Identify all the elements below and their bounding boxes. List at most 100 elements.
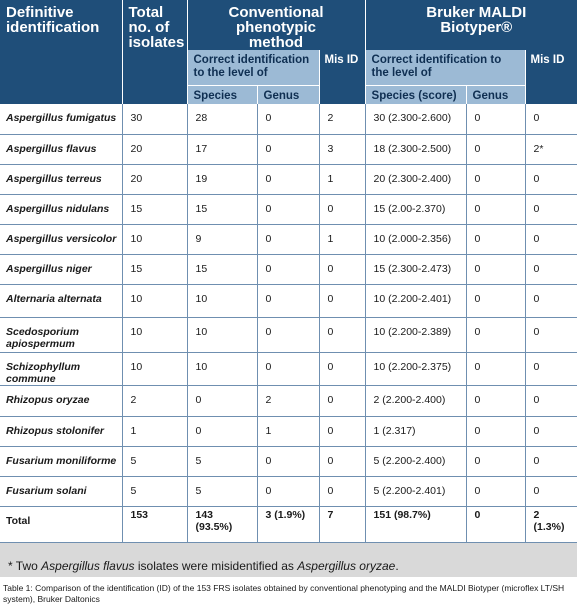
cell-bruker-misid: 0 — [525, 164, 577, 195]
cell-bruker-genus: 0 — [466, 317, 526, 353]
cell-bruker-genus: 0 — [466, 164, 526, 195]
cell-conv-species: 10 — [187, 284, 258, 318]
cell-bruker-genus: 0 — [466, 254, 526, 285]
cell-total-isolates: 20 — [122, 164, 188, 195]
cell-conv-misid: 0 — [319, 476, 366, 507]
cell-total-isolates: 10 — [122, 284, 188, 318]
total-row: Total 153 143 (93.5%) 3 (1.9%) 7 151 (98… — [0, 506, 577, 543]
total-isolates: 153 — [122, 506, 188, 543]
cell-conv-genus: 2 — [257, 385, 320, 417]
cell-total-isolates: 10 — [122, 224, 188, 255]
cell-species-name: Fusarium moniliforme — [0, 446, 123, 477]
cell-conv-genus: 0 — [257, 476, 320, 507]
header-conv-species: Species — [187, 85, 258, 104]
header-conventional-method: Conventional phenotypic method — [187, 0, 366, 50]
identification-table: Definitive identification Total no. of i… — [0, 0, 577, 543]
cell-bruker-species: 10 (2.200-2.401) — [365, 284, 467, 318]
cell-total-isolates: 15 — [122, 254, 188, 285]
cell-conv-species: 17 — [187, 134, 258, 165]
cell-conv-misid: 1 — [319, 224, 366, 255]
table-footnote: * Two Aspergillus flavus isolates were m… — [0, 542, 577, 577]
cell-conv-genus: 0 — [257, 352, 320, 386]
cell-bruker-genus: 0 — [466, 224, 526, 255]
cell-total-isolates: 5 — [122, 476, 188, 507]
cell-bruker-genus: 0 — [466, 385, 526, 417]
table-row: Aspergillus terreus 20 19 0 1 20 (2.300-2.400… — [0, 164, 577, 195]
cell-conv-misid: 0 — [319, 317, 366, 353]
cell-species-name: Scedosporium apiospermum — [0, 317, 123, 353]
cell-conv-genus: 0 — [257, 446, 320, 477]
cell-bruker-genus: 0 — [466, 194, 526, 225]
cell-bruker-misid: 0 — [525, 446, 577, 477]
footnote-text-3: . — [395, 558, 399, 573]
cell-bruker-genus: 0 — [466, 416, 526, 447]
header-bruker-misid: Mis ID — [525, 50, 577, 104]
table-row: Fusarium solani 5 5 0 0 5 (2.200-2.401) 0 0 — [0, 476, 577, 507]
cell-species-name: Alternaria alternata — [0, 284, 123, 318]
cell-bruker-species: 5 (2.200-2.401) — [365, 476, 467, 507]
cell-conv-genus: 0 — [257, 104, 320, 135]
table-row: Aspergillus versicolor 10 9 0 1 10 (2.000-2.3… — [0, 224, 577, 255]
header-bruker-genus: Genus — [466, 85, 526, 104]
cell-conv-misid: 1 — [319, 164, 366, 195]
cell-species-name: Fusarium solani — [0, 476, 123, 507]
cell-bruker-species: 10 (2.000-2.356) — [365, 224, 467, 255]
cell-species-name: Aspergillus nidulans — [0, 194, 123, 225]
cell-bruker-species: 20 (2.300-2.400) — [365, 164, 467, 195]
table-row: Aspergillus nidulans 15 15 0 0 15 (2.00-2.370… — [0, 194, 577, 225]
total-conv-genus: 3 (1.9%) — [257, 506, 320, 543]
table-caption: Table 1: Comparison of the identificatio… — [3, 582, 565, 604]
cell-bruker-genus: 0 — [466, 476, 526, 507]
cell-conv-species: 0 — [187, 385, 258, 417]
cell-bruker-misid: 0 — [525, 224, 577, 255]
cell-bruker-species: 10 (2.200-2.375) — [365, 352, 467, 386]
cell-conv-genus: 0 — [257, 134, 320, 165]
cell-conv-misid: 0 — [319, 284, 366, 318]
cell-total-isolates: 10 — [122, 317, 188, 353]
cell-bruker-species: 10 (2.200-2.389) — [365, 317, 467, 353]
cell-conv-species: 28 — [187, 104, 258, 135]
table-row: Schizophyllum commune 10 10 0 0 10 (2.200-2.3… — [0, 352, 577, 386]
cell-conv-genus: 0 — [257, 284, 320, 318]
cell-bruker-misid: 0 — [525, 194, 577, 225]
cell-species-name: Aspergillus niger — [0, 254, 123, 285]
cell-conv-species: 15 — [187, 254, 258, 285]
cell-conv-genus: 0 — [257, 317, 320, 353]
cell-species-name: Rhizopus oryzae — [0, 385, 123, 417]
cell-species-name: Schizophyllum commune — [0, 352, 123, 386]
header-total-isolates: Total no. of isolates — [122, 0, 188, 50]
table-body: Aspergillus fumigatus 30 28 0 2 30 (2.300-2.6… — [0, 104, 577, 507]
cell-conv-species: 10 — [187, 317, 258, 353]
table-row: Aspergillus niger 15 15 0 0 15 (2.300-2.473) 0… — [0, 254, 577, 285]
cell-bruker-genus: 0 — [466, 284, 526, 318]
cell-bruker-genus: 0 — [466, 352, 526, 386]
table-row: Alternaria alternata 10 10 0 0 10 (2.200-2.40… — [0, 284, 577, 318]
total-bruker-misid: 2 (1.3%) — [525, 506, 577, 543]
cell-species-name: Aspergillus terreus — [0, 164, 123, 195]
cell-total-isolates: 5 — [122, 446, 188, 477]
cell-conv-misid: 0 — [319, 254, 366, 285]
cell-conv-genus: 1 — [257, 416, 320, 447]
cell-conv-genus: 0 — [257, 254, 320, 285]
cell-bruker-species: 30 (2.300-2.600) — [365, 104, 467, 135]
cell-bruker-misid: 0 — [525, 352, 577, 386]
cell-bruker-misid: 0 — [525, 416, 577, 447]
cell-species-name: Rhizopus stolonifer — [0, 416, 123, 447]
footnote-species-1: Aspergillus flavus — [41, 558, 135, 573]
table-row: Aspergillus fumigatus 30 28 0 2 30 (2.300-2.6… — [0, 104, 577, 135]
cell-bruker-misid: 0 — [525, 476, 577, 507]
cell-conv-species: 15 — [187, 194, 258, 225]
table-row: Fusarium moniliforme 5 5 0 0 5 (2.200-2.400) 0… — [0, 446, 577, 477]
cell-conv-species: 0 — [187, 416, 258, 447]
cell-total-isolates: 10 — [122, 352, 188, 386]
header-conv-genus: Genus — [257, 85, 320, 104]
table-row: Scedosporium apiospermum 10 10 0 0 10 (2.200-… — [0, 317, 577, 353]
cell-conv-misid: 3 — [319, 134, 366, 165]
cell-conv-species: 19 — [187, 164, 258, 195]
cell-conv-misid: 0 — [319, 416, 366, 447]
cell-bruker-species: 5 (2.200-2.400) — [365, 446, 467, 477]
cell-bruker-misid: 2* — [525, 134, 577, 165]
cell-total-isolates: 1 — [122, 416, 188, 447]
total-conv-misid: 7 — [319, 506, 366, 543]
cell-bruker-genus: 0 — [466, 134, 526, 165]
